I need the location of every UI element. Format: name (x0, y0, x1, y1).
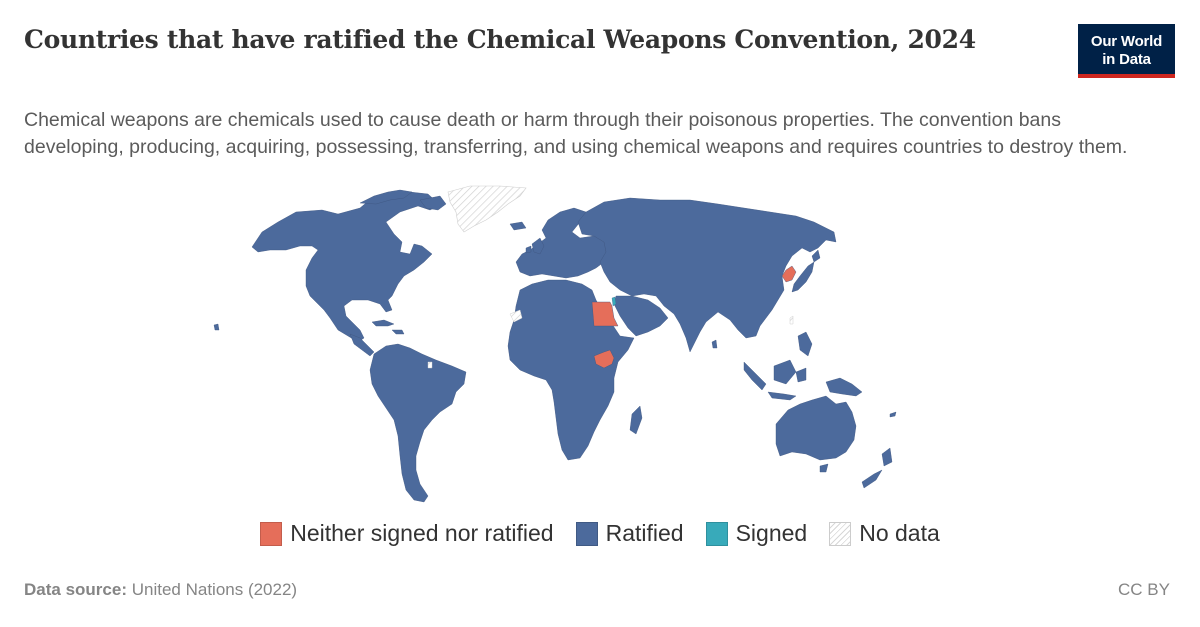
greenland-no-data (447, 185, 527, 233)
chart-subtitle: Chemical weapons are chemicals used to c… (24, 109, 1128, 158)
legend-label-no-data: No data (859, 520, 940, 546)
legend-item-ratified[interactable]: Ratified (575, 520, 684, 547)
owid-logo[interactable]: Our World in Data (1078, 24, 1175, 78)
chart-title: Countries that have ratified the Chemica… (24, 25, 976, 54)
legend-label-ratified: Ratified (605, 520, 684, 546)
north-america (251, 191, 441, 343)
legend-item-no-data[interactable]: No data (829, 520, 940, 547)
legend-swatch-neither (260, 521, 283, 546)
south-america (369, 343, 467, 503)
israel (611, 296, 617, 307)
legend-item-signed[interactable]: Signed (705, 520, 808, 547)
africa (507, 279, 635, 461)
data-source: Data source: United Nations (2022) (24, 580, 297, 600)
logo-line-2: in Data (1102, 51, 1151, 68)
world-map (213, 185, 897, 503)
data-source-label: Data source: (24, 580, 127, 599)
south-sudan (593, 349, 615, 369)
north-korea (781, 265, 797, 283)
logo-line-1: Our World (1090, 33, 1163, 50)
legend-swatch-ratified (575, 521, 598, 546)
legend-swatch-signed (705, 521, 728, 546)
legend-label-neither: Neither signed nor ratified (290, 520, 554, 546)
license[interactable]: CC BY (1118, 580, 1170, 599)
legend-label-signed: Signed (735, 520, 808, 546)
asia (577, 197, 837, 353)
legend-swatch-no-data (829, 521, 852, 546)
logo-accent-bar (1078, 74, 1175, 78)
australia (775, 395, 857, 461)
egypt (591, 301, 619, 327)
legend-item-neither[interactable]: Neither signed nor ratified (260, 520, 554, 547)
legend: Neither signed nor ratified Ratified Sig… (0, 520, 1200, 547)
data-source-value[interactable]: United Nations (2022) (131, 580, 298, 599)
